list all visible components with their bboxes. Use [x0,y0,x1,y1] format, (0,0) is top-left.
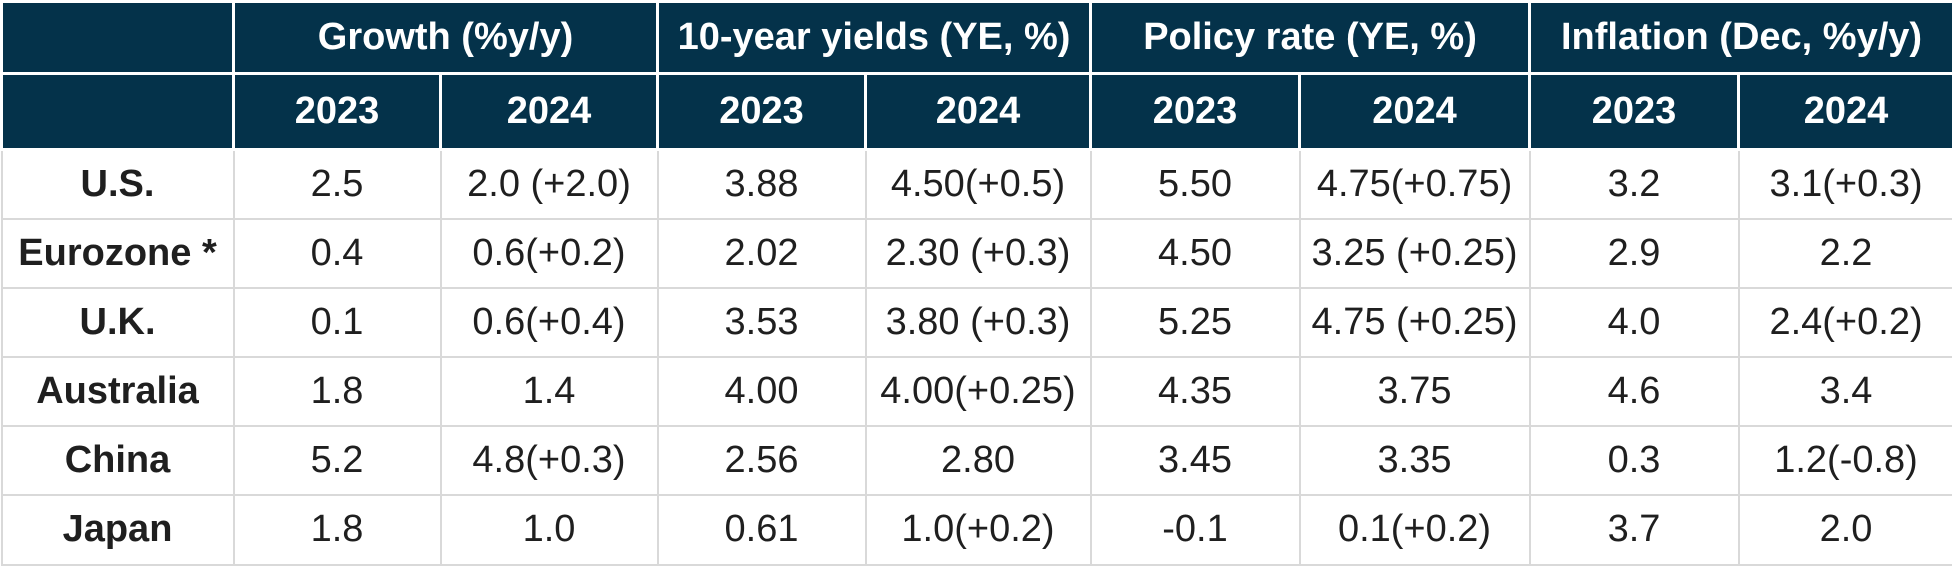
cell-uk-inflation-2024: 2.4(+0.2) [1739,288,1952,357]
year-header-growth-2023: 2023 [234,74,441,150]
year-header-inflation-2023: 2023 [1530,74,1739,150]
cell-australia-yield10y-2023: 4.00 [658,357,866,426]
cell-australia-policy-2024: 3.75 [1300,357,1530,426]
cell-japan-growth-2023: 1.8 [234,495,441,565]
row-label-uk: U.K. [2,288,234,357]
cell-eurozone-growth-2023: 0.4 [234,219,441,288]
cell-us-growth-2023: 2.5 [234,150,441,219]
cell-us-growth-2024: 2.0 (+2.0) [441,150,658,219]
year-header-inflation-2024: 2024 [1739,74,1952,150]
cell-china-yield10y-2023: 2.56 [658,426,866,495]
cell-eurozone-policy-2023: 4.50 [1091,219,1300,288]
cell-japan-yield10y-2024: 1.0(+0.2) [866,495,1091,565]
table-row-us: U.S. 2.5 2.0 (+2.0) 3.88 4.50(+0.5) 5.50… [2,150,1952,219]
cell-us-inflation-2023: 3.2 [1530,150,1739,219]
cell-china-policy-2024: 3.35 [1300,426,1530,495]
cell-china-inflation-2023: 0.3 [1530,426,1739,495]
cell-us-yield10y-2024: 4.50(+0.5) [866,150,1091,219]
row-label-japan: Japan [2,495,234,565]
cell-eurozone-inflation-2023: 2.9 [1530,219,1739,288]
cell-eurozone-policy-2024: 3.25 (+0.25) [1300,219,1530,288]
cell-eurozone-yield10y-2023: 2.02 [658,219,866,288]
cell-eurozone-yield10y-2024: 2.30 (+0.3) [866,219,1091,288]
table-row-uk: U.K. 0.1 0.6(+0.4) 3.53 3.80 (+0.3) 5.25… [2,288,1952,357]
year-header-yield10y-2024: 2024 [866,74,1091,150]
year-header-yield10y-2023: 2023 [658,74,866,150]
cell-japan-policy-2023: -0.1 [1091,495,1300,565]
cell-australia-inflation-2023: 4.6 [1530,357,1739,426]
cell-japan-policy-2024: 0.1(+0.2) [1300,495,1530,565]
cell-china-growth-2023: 5.2 [234,426,441,495]
cell-us-policy-2023: 5.50 [1091,150,1300,219]
cell-china-yield10y-2024: 2.80 [866,426,1091,495]
table-row-australia: Australia 1.8 1.4 4.00 4.00(+0.25) 4.35 … [2,357,1952,426]
cell-australia-growth-2024: 1.4 [441,357,658,426]
year-header-policy-2024: 2024 [1300,74,1530,150]
column-group-header-row: Growth (%y/y) 10-year yields (YE, %) Pol… [2,2,1952,74]
cell-australia-yield10y-2024: 4.00(+0.25) [866,357,1091,426]
corner-cell [2,2,234,74]
row-label-us: U.S. [2,150,234,219]
cell-china-inflation-2024: 1.2(-0.8) [1739,426,1952,495]
row-label-australia: Australia [2,357,234,426]
cell-uk-policy-2024: 4.75 (+0.25) [1300,288,1530,357]
cell-us-inflation-2024: 3.1(+0.3) [1739,150,1952,219]
cell-japan-inflation-2023: 3.7 [1530,495,1739,565]
cell-uk-inflation-2023: 4.0 [1530,288,1739,357]
table-row-japan: Japan 1.8 1.0 0.61 1.0(+0.2) -0.1 0.1(+0… [2,495,1952,565]
cell-china-policy-2023: 3.45 [1091,426,1300,495]
cell-australia-policy-2023: 4.35 [1091,357,1300,426]
col-group-growth: Growth (%y/y) [234,2,658,74]
row-label-china: China [2,426,234,495]
row-label-eurozone: Eurozone * [2,219,234,288]
cell-australia-growth-2023: 1.8 [234,357,441,426]
cell-uk-yield10y-2023: 3.53 [658,288,866,357]
cell-uk-growth-2024: 0.6(+0.4) [441,288,658,357]
col-group-policy-rate: Policy rate (YE, %) [1091,2,1530,74]
cell-uk-growth-2023: 0.1 [234,288,441,357]
cell-eurozone-inflation-2024: 2.2 [1739,219,1952,288]
cell-us-yield10y-2023: 3.88 [658,150,866,219]
cell-australia-inflation-2024: 3.4 [1739,357,1952,426]
cell-china-growth-2024: 4.8(+0.3) [441,426,658,495]
corner-cell-2 [2,74,234,150]
col-group-10y-yields: 10-year yields (YE, %) [658,2,1091,74]
year-header-row: 2023 2024 2023 2024 2023 2024 2023 2024 [2,74,1952,150]
year-header-growth-2024: 2024 [441,74,658,150]
cell-japan-yield10y-2023: 0.61 [658,495,866,565]
cell-eurozone-growth-2024: 0.6(+0.2) [441,219,658,288]
cell-us-policy-2024: 4.75(+0.75) [1300,150,1530,219]
table-row-eurozone: Eurozone * 0.4 0.6(+0.2) 2.02 2.30 (+0.3… [2,219,1952,288]
cell-uk-yield10y-2024: 3.80 (+0.3) [866,288,1091,357]
table-row-china: China 5.2 4.8(+0.3) 2.56 2.80 3.45 3.35 … [2,426,1952,495]
year-header-policy-2023: 2023 [1091,74,1300,150]
cell-japan-inflation-2024: 2.0 [1739,495,1952,565]
col-group-inflation: Inflation (Dec, %y/y) [1530,2,1952,74]
cell-japan-growth-2024: 1.0 [441,495,658,565]
cell-uk-policy-2023: 5.25 [1091,288,1300,357]
